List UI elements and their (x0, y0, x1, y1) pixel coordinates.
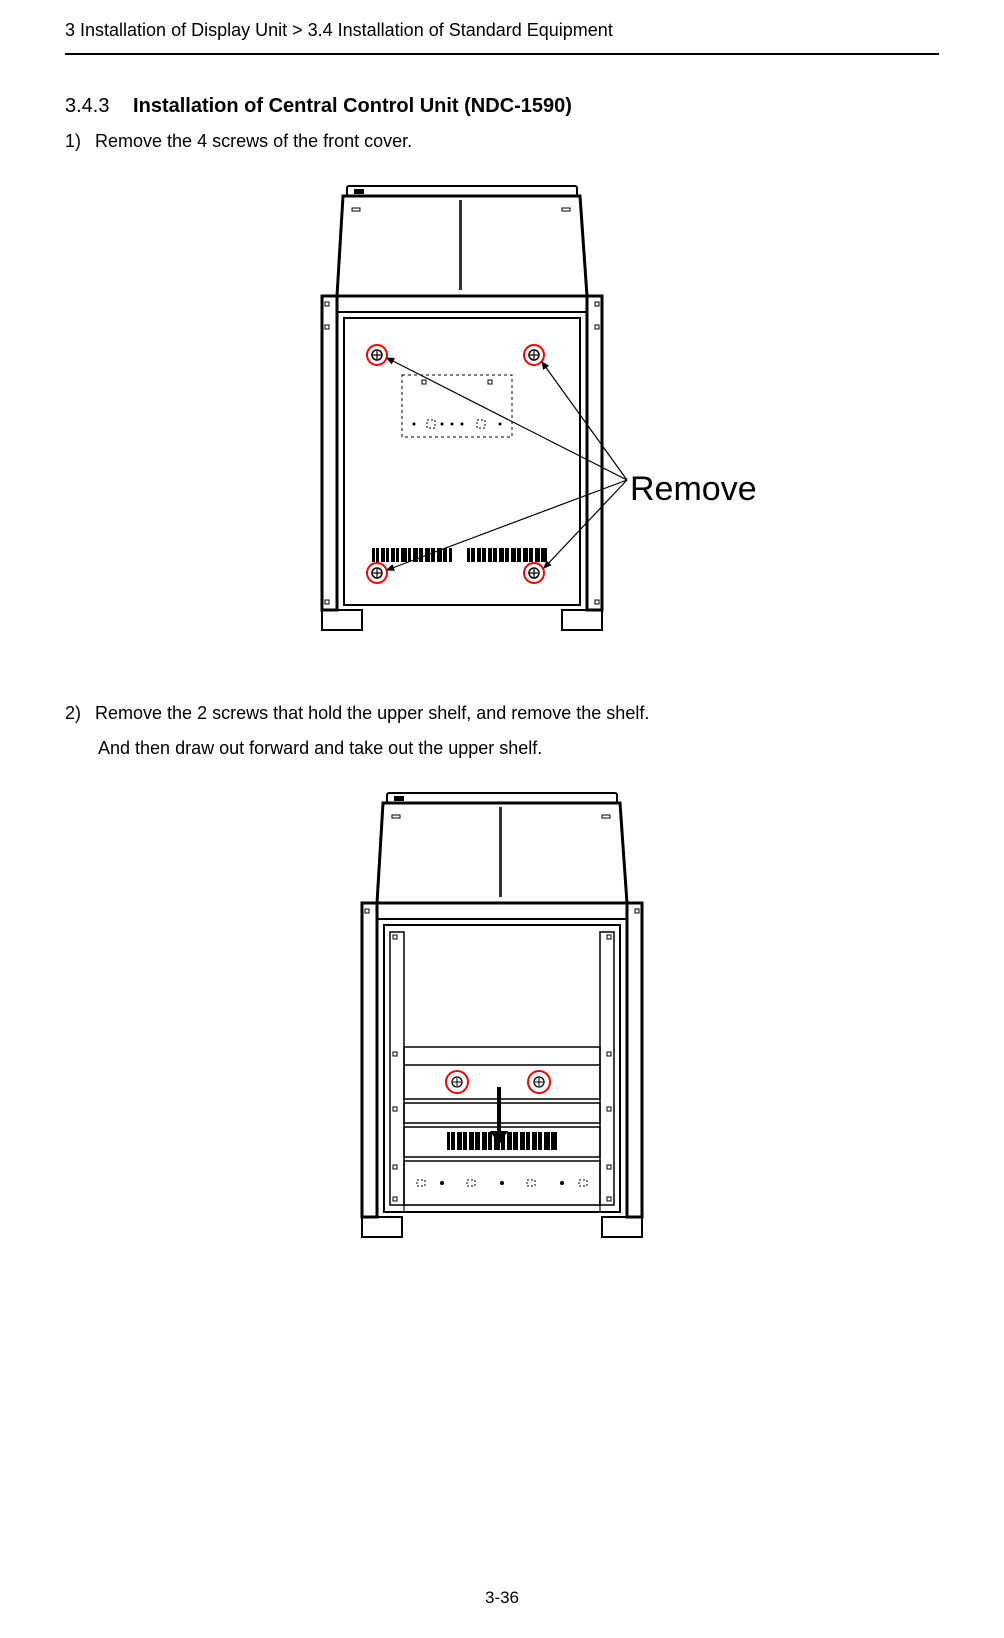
step-2-num: 2) (65, 700, 81, 727)
device-figure-1 (262, 180, 742, 640)
breadcrumb: 3 Installation of Display Unit > 3.4 Ins… (65, 20, 613, 40)
step-1-text: Remove the 4 screws of the front cover. (95, 128, 412, 155)
step-2: 2) Remove the 2 screws that hold the upp… (65, 700, 939, 762)
section-number: 3.4.3 (65, 95, 109, 118)
figure-1-annotation: Remove (630, 470, 757, 509)
step-1: 1) Remove the 4 screws of the front cove… (65, 128, 939, 155)
step-1-num: 1) (65, 128, 81, 155)
section-name: Installation of Central Control Unit (ND… (133, 95, 572, 117)
figure-2 (65, 787, 939, 1247)
device-figure-2 (302, 787, 702, 1247)
page-number: 3-36 (0, 1588, 1004, 1608)
step-2-text2: And then draw out forward and take out t… (65, 735, 939, 762)
page-header: 3 Installation of Display Unit > 3.4 Ins… (65, 0, 939, 41)
step-2-text: Remove the 2 screws that hold the upper … (95, 700, 649, 727)
section-title: 3.4.3 Installation of Central Control Un… (65, 95, 939, 118)
header-divider (65, 53, 939, 55)
figure-1: Remove (65, 180, 939, 640)
